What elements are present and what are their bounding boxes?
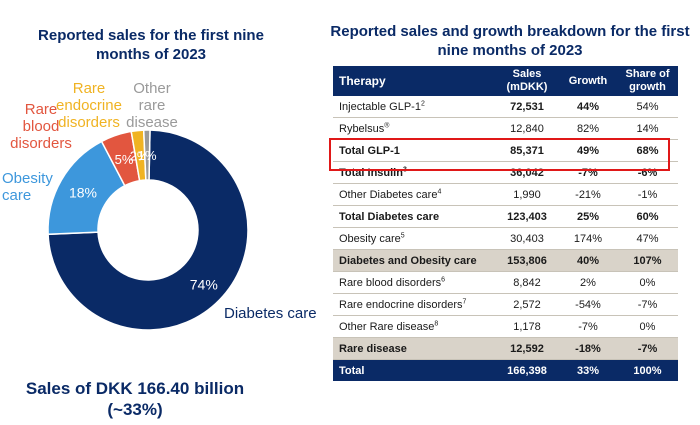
table-row: Rare blood disorders6 8,842 2% 0% — [333, 271, 678, 294]
donut-chart: 74%18%5%2%1% — [47, 129, 249, 331]
cell-sales: 2,572 — [495, 293, 559, 316]
table-row: Other Diabetes care4 1,990 -21% -1% — [333, 183, 678, 206]
table-row: Total Diabetes care 123,403 25% 60% — [333, 205, 678, 228]
cell-sales: 1,178 — [495, 315, 559, 338]
cell-share: -1% — [617, 183, 678, 206]
footnote-marker: ® — [384, 121, 390, 129]
footnote-marker: 6 — [441, 275, 446, 283]
cell-therapy: Obesity care5 — [333, 227, 495, 250]
cell-growth: -18% — [559, 337, 617, 360]
cell-therapy: Other Rare disease8 — [333, 315, 495, 338]
cell-share: 0% — [617, 315, 678, 338]
slice-diabetes-care — [47, 129, 249, 331]
cell-therapy: Other Diabetes care4 — [333, 183, 495, 206]
cell-share: 14% — [617, 117, 678, 140]
footnote-marker: 2 — [420, 99, 425, 107]
cell-share: 68% — [617, 139, 678, 162]
cell-growth: 2% — [559, 271, 617, 294]
footnote-marker: 7 — [462, 297, 467, 305]
cell-share: -7% — [617, 293, 678, 316]
right-table-title: Reported sales and growth breakdown for … — [330, 23, 690, 59]
cell-share: 0% — [617, 271, 678, 294]
slice-label-obesity-care: 18% — [69, 185, 97, 201]
label-diabetes-care: Diabetes care — [224, 305, 317, 322]
table-row: Injectable GLP-12 72,531 44% 54% — [333, 96, 678, 118]
cell-sales: 30,403 — [495, 227, 559, 250]
footnote-marker: 8 — [434, 319, 439, 327]
footnote-marker: 4 — [437, 187, 442, 195]
table-row: Total 166,398 33% 100% — [333, 359, 678, 381]
left-chart-title: Reported sales for the first nine months… — [38, 27, 264, 63]
sales-breakdown-table: Therapy Sales (mDKK) Growth Share of growt… — [333, 66, 678, 381]
cell-share: 100% — [617, 359, 678, 381]
cell-therapy: Rybelsus® — [333, 117, 495, 140]
cell-growth: 33% — [559, 359, 617, 381]
cell-growth: -21% — [559, 183, 617, 206]
total-sales-caption: Sales of DKK 166.40 billion (~33%) — [25, 379, 245, 419]
cell-sales: 153,806 — [495, 249, 559, 272]
cell-therapy: Rare disease — [333, 337, 495, 360]
cell-therapy: Rare endocrine disorders7 — [333, 293, 495, 316]
cell-growth: 82% — [559, 117, 617, 140]
cell-share: 107% — [617, 249, 678, 272]
slice-other-rare-disease — [142, 129, 151, 181]
cell-therapy: Total GLP-1 — [333, 139, 495, 162]
cell-sales: 12,840 — [495, 117, 559, 140]
cell-therapy: Total Diabetes care — [333, 205, 495, 228]
table-row: Diabetes and Obesity care 153,806 40% 107% — [333, 249, 678, 272]
cell-therapy: Injectable GLP-12 — [333, 96, 495, 118]
slice-label-rare-blood: 5% — [115, 152, 134, 167]
cell-growth: 44% — [559, 96, 617, 118]
cell-sales: 72,531 — [495, 96, 559, 118]
cell-therapy: Total — [333, 359, 495, 381]
table-row: Rare disease 12,592 -18% -7% — [333, 337, 678, 360]
cell-therapy: Diabetes and Obesity care — [333, 249, 495, 272]
label-rare-endocrine-disorders: Rare endocrine disorders — [56, 80, 122, 131]
header-growth: Growth — [559, 66, 617, 96]
cell-share: 60% — [617, 205, 678, 228]
cell-sales: 166,398 — [495, 359, 559, 381]
cell-therapy: Rare blood disorders6 — [333, 271, 495, 294]
total-glp1-highlight-box — [329, 138, 670, 171]
cell-sales: 12,592 — [495, 337, 559, 360]
cell-growth: 25% — [559, 205, 617, 228]
cell-sales: 1,990 — [495, 183, 559, 206]
cell-sales: 85,371 — [495, 139, 559, 162]
label-obesity-care: Obesity care — [2, 170, 53, 204]
label-rare-blood-disorders: Rare blood disorders — [10, 101, 72, 152]
label-other-rare-disease: Other rare disease — [126, 80, 178, 131]
header-therapy: Therapy — [333, 66, 495, 96]
table-row: Rybelsus® 12,840 82% 14% — [333, 117, 678, 140]
header-share-of-growth: Share of growth — [617, 66, 678, 96]
table-row: Total GLP-1 85,371 49% 68% — [333, 139, 678, 162]
table-row: Total Insulin3 36,042 -7% -6% — [333, 161, 678, 184]
footnote-marker: 5 — [400, 231, 405, 239]
cell-growth: -7% — [559, 315, 617, 338]
cell-share: 47% — [617, 227, 678, 250]
cell-growth: 49% — [559, 139, 617, 162]
cell-sales: 123,403 — [495, 205, 559, 228]
cell-share: 54% — [617, 96, 678, 118]
table-row: Rare endocrine disorders7 2,572 -54% -7% — [333, 293, 678, 316]
cell-growth: 174% — [559, 227, 617, 250]
header-sales: Sales (mDKK) — [495, 66, 559, 96]
cell-share: -7% — [617, 337, 678, 360]
cell-growth: 40% — [559, 249, 617, 272]
cell-growth: -54% — [559, 293, 617, 316]
table-row: Obesity care5 30,403 174% 47% — [333, 227, 678, 250]
slice-label-diabetes-care: 74% — [190, 277, 218, 293]
table-header-row: Therapy Sales (mDKK) Growth Share of growt… — [333, 66, 678, 96]
table-row: Other Rare disease8 1,178 -7% 0% — [333, 315, 678, 338]
cell-sales: 8,842 — [495, 271, 559, 294]
slice-label-other-rare: 1% — [138, 148, 157, 163]
